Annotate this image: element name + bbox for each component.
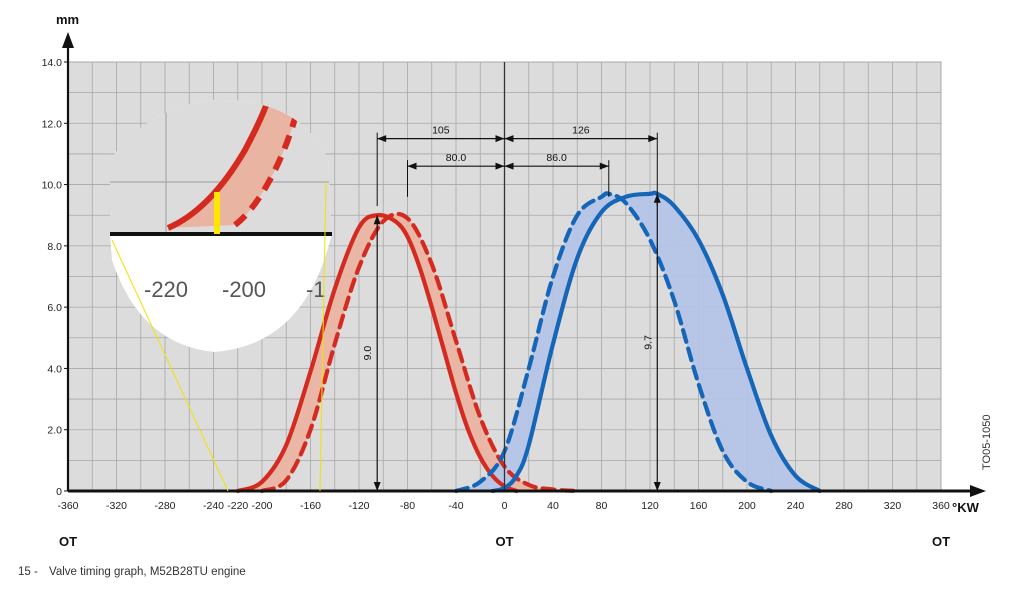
x-axis-unit: °KW	[952, 500, 980, 515]
zoom-intake-dashed-curve	[233, 99, 303, 228]
dimension-label: 80.0	[446, 152, 467, 164]
dimension-arrowhead	[373, 215, 381, 225]
intake-solid-curve	[235, 212, 519, 494]
x-tick-label: -120	[348, 500, 369, 512]
x-tick-label: -80	[400, 500, 415, 512]
ot-label: OT	[932, 534, 950, 549]
x-tick-label: -200	[251, 500, 272, 512]
dimension-arrowhead	[599, 162, 609, 170]
y-tick-label: 12.0	[42, 118, 63, 130]
x-axis-arrow	[970, 485, 986, 497]
x-tick-labels: -360 -320 -280 -240 -220 -200 -160 -120 -80 -40 0 4…	[57, 500, 949, 512]
x-tick-label: 200	[738, 500, 756, 512]
x-tick-label: -320	[106, 500, 127, 512]
intake-dashed-curve	[259, 211, 580, 494]
dimension-arrowhead	[373, 482, 381, 491]
ot-label: OT	[495, 534, 513, 549]
zoom-inset: -220 -200 -1	[110, 99, 332, 492]
zoom-leader-left	[111, 239, 229, 492]
y-tick-label: 2.0	[47, 425, 62, 437]
zoom-intake-solid-curve	[166, 99, 271, 231]
y-tick-label: 0	[56, 486, 62, 498]
zoom-label-220: -220	[144, 277, 188, 302]
exhaust-band-fill	[456, 192, 820, 491]
caption-number: 15 -	[18, 566, 38, 578]
zoom-label-partial: -1	[306, 277, 326, 302]
x-tick-label: 80	[596, 500, 608, 512]
figure-caption: 15 - Valve timing graph, M52B28TU engine	[18, 566, 246, 578]
x-tick-label: -360	[57, 500, 78, 512]
dimension-arrowhead	[495, 162, 505, 170]
dimension-label: 9.7	[642, 335, 654, 350]
zoom-label-200: -200	[222, 277, 266, 302]
exhaust-solid-curve	[490, 190, 822, 494]
dimension-label: 86.0	[546, 152, 567, 164]
x-tick-label: -280	[154, 500, 175, 512]
dimension-label: 126	[572, 125, 590, 137]
caption-text: Valve timing graph, M52B28TU engine	[49, 566, 246, 578]
x-tick-label: 40	[547, 500, 559, 512]
x-tick-label: 360	[932, 500, 950, 512]
zoom-leader-right	[319, 181, 327, 492]
zoom-intake-fill	[168, 100, 300, 228]
y-tick-labels: 0 2.0 4.0 6.0 8.0 10.0 12.0 14.0	[42, 57, 68, 498]
y-tick-label: 4.0	[47, 363, 62, 375]
dimension-arrowhead	[653, 193, 661, 203]
dimension-arrowhead	[407, 162, 417, 170]
dimension-arrowhead	[504, 162, 514, 170]
y-tick-label: 14.0	[42, 57, 63, 69]
y-axis-unit: mm	[56, 12, 79, 27]
x-tick-label: 280	[835, 500, 853, 512]
zoom-marker	[214, 192, 220, 234]
dimension-annotations: 105 80.0 126 86.0 9.0 9.7	[362, 125, 661, 491]
reference-code: TO05-1050	[981, 415, 993, 470]
ot-markers: OT OT OT	[59, 534, 950, 549]
y-tick-label: 8.0	[47, 241, 62, 253]
dimension-arrowhead	[377, 135, 387, 143]
dimension-arrowhead	[495, 135, 505, 143]
dimension-arrowhead	[653, 482, 661, 491]
x-tick-label: 160	[690, 500, 708, 512]
y-tick-label: 6.0	[47, 302, 62, 314]
x-tick-label: 240	[787, 500, 805, 512]
dimension-arrowhead	[648, 135, 658, 143]
x-tick-label: 0	[502, 500, 508, 512]
x-tick-label: 320	[884, 500, 902, 512]
dimension-arrowhead	[504, 135, 514, 143]
x-tick-label: -40	[448, 500, 463, 512]
dimension-label: 105	[432, 125, 450, 137]
y-tick-label: 10.0	[42, 180, 63, 192]
dimension-label: 9.0	[362, 346, 374, 361]
x-tick-label: 120	[641, 500, 659, 512]
x-tick-label: -220	[227, 500, 248, 512]
ot-label: OT	[59, 534, 77, 549]
x-tick-label: -160	[300, 500, 321, 512]
y-axis-arrow	[62, 32, 74, 48]
x-tick-label: -240	[203, 500, 224, 512]
